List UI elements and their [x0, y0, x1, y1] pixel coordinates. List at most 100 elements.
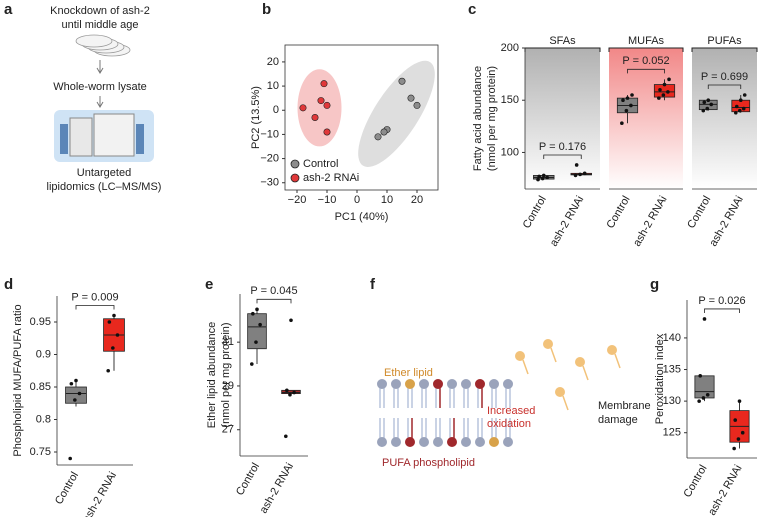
point [380, 128, 388, 136]
point [738, 98, 743, 103]
free-tail [614, 353, 621, 369]
point [737, 399, 742, 403]
free-tail [550, 347, 557, 363]
point [702, 100, 707, 105]
panel-label: g [650, 276, 659, 293]
y-tick-label: 0.9 [36, 348, 51, 360]
point [68, 456, 72, 461]
y-tick-label: 200 [501, 42, 519, 54]
y-tick-label: 0.95 [30, 316, 51, 328]
lipid-head [461, 379, 471, 389]
point [323, 101, 331, 109]
facet-title: PUFAs [707, 35, 742, 47]
point [536, 177, 540, 182]
significance-bracket [704, 308, 740, 313]
point [545, 175, 549, 180]
lipid-head [447, 379, 457, 389]
point [698, 374, 703, 378]
lipid-head [405, 379, 415, 389]
y-tick-label: 20 [267, 56, 279, 68]
point [702, 317, 707, 321]
y-axis-title: Ether lipid abundance [206, 322, 218, 428]
point [736, 437, 741, 441]
x-tick-label: Control [234, 461, 262, 498]
point [77, 391, 82, 396]
diagram-label: Increased [487, 405, 535, 417]
workflow-text: until middle age [61, 19, 138, 31]
significance-bracket [75, 305, 115, 310]
lipid-head [489, 379, 499, 389]
lipid-head [475, 437, 485, 447]
point [320, 80, 328, 88]
y-tick-label: 150 [501, 94, 519, 106]
panel-label: f [370, 276, 376, 293]
point [541, 173, 546, 178]
point [657, 96, 661, 100]
x-axis-title: PC1 (40%) [335, 211, 389, 223]
facet-title: MUFAs [628, 35, 665, 47]
free-lipid [607, 345, 617, 355]
panel-label: e [205, 276, 213, 293]
point [582, 171, 587, 176]
point [537, 174, 541, 179]
point [106, 368, 110, 373]
point [111, 346, 115, 350]
y-axis-title: (nmol per mg protein) [486, 66, 498, 171]
x-tick-label: 10 [381, 194, 393, 206]
box [65, 386, 87, 404]
point [705, 106, 710, 111]
lipid-head [391, 379, 401, 389]
plot-frame [284, 44, 439, 191]
point [317, 97, 325, 105]
free-lipid [555, 387, 565, 397]
workflow-text: Whole-worm lysate [53, 81, 147, 93]
point [629, 103, 633, 108]
point [250, 362, 254, 366]
point [574, 163, 579, 167]
y-tick-label: 130 [663, 395, 681, 407]
point [697, 399, 701, 403]
point [625, 96, 630, 100]
lipid-head [419, 437, 429, 447]
free-tail [522, 359, 529, 375]
point [667, 77, 671, 82]
point [284, 434, 288, 439]
point [288, 392, 292, 397]
x-tick-label: 20 [411, 194, 423, 206]
point [734, 104, 739, 109]
y-tick-label: 0.8 [36, 413, 51, 425]
point [407, 94, 415, 102]
confidence-ellipse [358, 60, 435, 168]
y-axis-title: Peroxidation index [654, 333, 666, 424]
box [281, 389, 301, 395]
lipid-head [475, 379, 485, 389]
x-tick-label: ash-2 RNAi [81, 470, 120, 517]
x-tick-label: Control [53, 470, 81, 507]
point [251, 311, 255, 316]
lipid-head [503, 379, 513, 389]
lipid-head [433, 437, 443, 447]
x-tick-label: ash-2 RNAi [548, 194, 587, 249]
point [661, 93, 666, 97]
y-tick-label: 0 [273, 104, 279, 116]
x-tick-label: ash-2 RNAi [706, 463, 745, 517]
point [292, 390, 296, 395]
facet-background [525, 48, 600, 189]
point [311, 114, 319, 122]
point [578, 172, 582, 177]
workflow: Knockdown of ash-2 until middle age Whol… [47, 5, 162, 193]
y-tick-label: −20 [260, 152, 279, 164]
y-axis-title: Fatty acid abundance [472, 66, 484, 171]
point [706, 98, 711, 103]
plates [75, 34, 131, 57]
point [258, 322, 262, 327]
point [666, 90, 670, 94]
y-tick-label: 135 [663, 363, 681, 375]
point [254, 340, 258, 344]
point [289, 318, 293, 323]
x-tick-label: Control [604, 194, 632, 231]
lipid-head [433, 379, 443, 389]
diagram-label: PUFA phospholipid [382, 457, 475, 469]
legend-label: Control [303, 158, 338, 170]
diagram-label: Ether lipid [384, 367, 433, 379]
